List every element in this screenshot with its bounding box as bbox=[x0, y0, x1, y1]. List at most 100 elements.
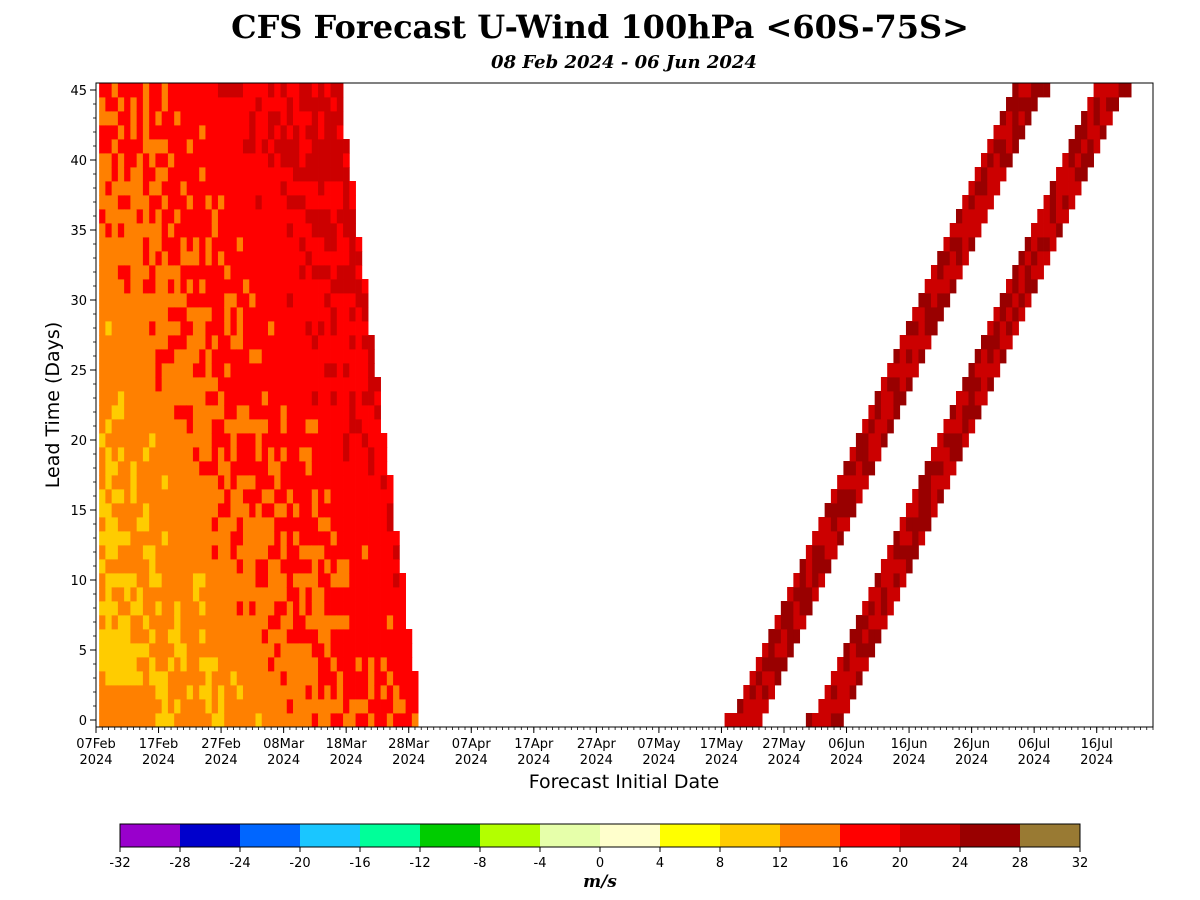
heatmap-cell bbox=[349, 391, 356, 406]
heatmap-cell bbox=[236, 629, 244, 644]
heatmap-cell bbox=[124, 475, 131, 490]
heatmap-cell bbox=[955, 433, 963, 448]
heatmap-cell bbox=[343, 307, 350, 322]
heatmap-cell bbox=[324, 433, 331, 448]
colorbar-tick-label: 24 bbox=[952, 856, 969, 871]
heatmap-cell bbox=[768, 657, 775, 672]
heatmap-cell bbox=[318, 573, 325, 588]
heatmap-cell bbox=[224, 433, 231, 448]
heatmap-cell bbox=[380, 615, 388, 630]
heatmap-cell bbox=[280, 517, 288, 532]
heatmap-cell bbox=[937, 489, 944, 504]
heatmap-cell bbox=[124, 153, 131, 168]
heatmap-cell bbox=[380, 685, 388, 700]
heatmap-cell bbox=[186, 671, 194, 686]
heatmap-cell bbox=[343, 587, 350, 602]
heatmap-cell bbox=[205, 657, 213, 672]
heatmap-cell bbox=[299, 307, 306, 322]
heatmap-cell bbox=[249, 125, 256, 140]
colorbar-tick-label: 32 bbox=[1072, 856, 1089, 871]
heatmap-cell bbox=[318, 209, 325, 224]
heatmap-cell bbox=[1124, 83, 1132, 98]
heatmap-cell bbox=[242, 209, 250, 224]
heatmap-cell bbox=[893, 363, 901, 378]
heatmap-cell bbox=[130, 307, 138, 322]
heatmap-cell bbox=[155, 405, 163, 420]
heatmap-cell bbox=[318, 629, 325, 644]
heatmap-cell bbox=[924, 461, 932, 476]
x-tick-label: 28Mar bbox=[388, 737, 430, 752]
y-axis-label: Lead Time (Days) bbox=[42, 322, 64, 488]
colorbar-tick-label: -32 bbox=[109, 856, 130, 871]
heatmap-cell bbox=[180, 391, 188, 406]
heatmap-cell bbox=[236, 419, 244, 434]
heatmap-cell bbox=[149, 153, 156, 168]
heatmap-cell bbox=[324, 489, 331, 504]
heatmap-cell bbox=[192, 307, 200, 322]
heatmap-cell bbox=[155, 419, 163, 434]
heatmap-cell bbox=[205, 335, 213, 350]
heatmap-cell bbox=[330, 181, 338, 196]
heatmap-cell bbox=[174, 573, 181, 588]
heatmap-cell bbox=[186, 517, 194, 532]
heatmap-cell bbox=[368, 391, 375, 406]
heatmap-cell bbox=[130, 181, 138, 196]
x-tick-label: 17Feb bbox=[139, 737, 179, 752]
heatmap-cell bbox=[180, 265, 188, 280]
heatmap-cell bbox=[142, 447, 150, 462]
heatmap-cell bbox=[293, 279, 300, 294]
heatmap-cell bbox=[117, 195, 125, 210]
heatmap-cell bbox=[167, 251, 175, 266]
heatmap-cell bbox=[199, 335, 206, 350]
heatmap-cell bbox=[918, 489, 926, 504]
heatmap-cell bbox=[274, 237, 281, 252]
heatmap-cell bbox=[167, 307, 175, 322]
heatmap-cell bbox=[305, 433, 313, 448]
heatmap-cell bbox=[855, 489, 863, 504]
heatmap-cell bbox=[105, 503, 113, 518]
heatmap-cell bbox=[105, 587, 113, 602]
heatmap-cell bbox=[837, 699, 844, 714]
heatmap-cell bbox=[149, 195, 156, 210]
heatmap-cell bbox=[324, 209, 331, 224]
heatmap-cell bbox=[361, 363, 369, 378]
heatmap-cell bbox=[893, 405, 901, 420]
heatmap-cell bbox=[386, 615, 394, 630]
heatmap-cell bbox=[211, 335, 219, 350]
heatmap-cell bbox=[336, 251, 344, 266]
heatmap-cell bbox=[142, 517, 150, 532]
heatmap-cell bbox=[236, 601, 244, 616]
heatmap-cell bbox=[205, 601, 213, 616]
heatmap-cell bbox=[930, 321, 938, 336]
heatmap-cell bbox=[142, 475, 150, 490]
heatmap-cell bbox=[962, 377, 969, 392]
heatmap-cell bbox=[192, 461, 200, 476]
heatmap-cell bbox=[199, 405, 206, 420]
heatmap-cell bbox=[105, 97, 113, 112]
heatmap-cell bbox=[167, 391, 175, 406]
heatmap-cell bbox=[293, 685, 300, 700]
heatmap-cell bbox=[161, 685, 169, 700]
heatmap-cell bbox=[117, 573, 125, 588]
heatmap-cell bbox=[355, 279, 363, 294]
heatmap-cell bbox=[192, 97, 200, 112]
heatmap-cell bbox=[136, 489, 144, 504]
heatmap-cell bbox=[924, 293, 932, 308]
heatmap-cell bbox=[261, 139, 269, 154]
heatmap-cell bbox=[768, 629, 775, 644]
heatmap-cell bbox=[217, 643, 225, 658]
heatmap-cell bbox=[99, 195, 106, 210]
heatmap-cell bbox=[311, 517, 319, 532]
heatmap-cell bbox=[355, 685, 363, 700]
heatmap-cell bbox=[186, 629, 194, 644]
heatmap-cell bbox=[930, 279, 938, 294]
heatmap-cell bbox=[142, 251, 150, 266]
heatmap-cell bbox=[111, 307, 119, 322]
heatmap-cell bbox=[987, 321, 994, 336]
heatmap-cell bbox=[236, 685, 244, 700]
heatmap-cell bbox=[167, 433, 175, 448]
heatmap-cell bbox=[236, 405, 244, 420]
heatmap-cell bbox=[330, 83, 338, 98]
heatmap-cell bbox=[155, 349, 163, 364]
heatmap-cell bbox=[105, 531, 113, 546]
